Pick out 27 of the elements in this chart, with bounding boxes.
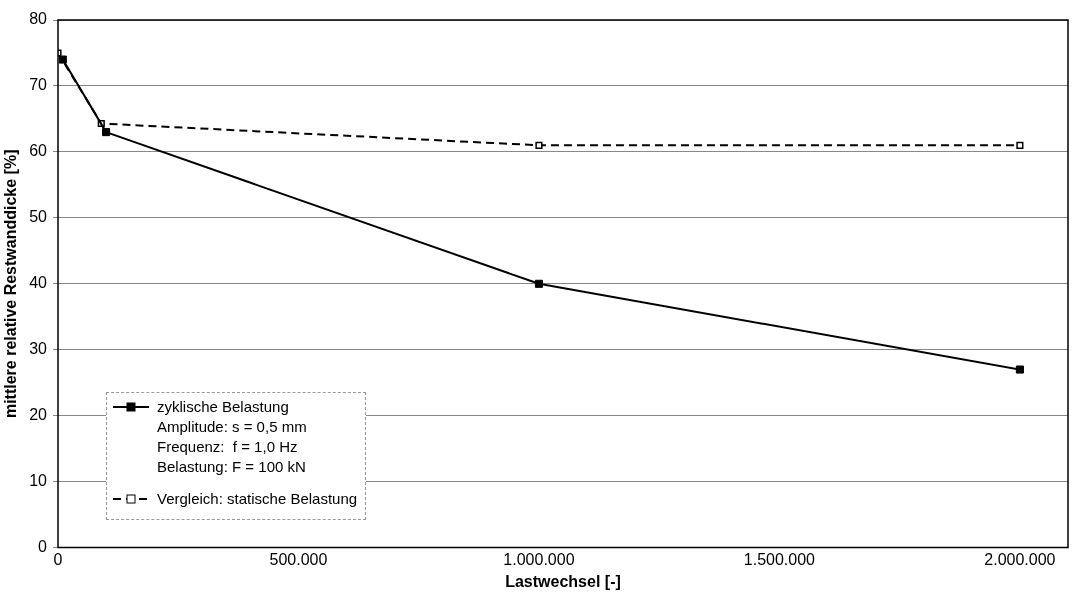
x-axis-title: Lastwechsel [-] <box>505 572 621 590</box>
point <box>58 55 67 64</box>
y-tick-label: 10 <box>29 472 48 490</box>
y-tick-label: 70 <box>29 76 48 94</box>
x-tick-label: 2.000.000 <box>984 550 1056 568</box>
x-tick-label: 1.500.000 <box>743 550 816 568</box>
annotation: Amplitude: s = 0,5 mm <box>156 416 308 437</box>
y-tick-label: 60 <box>29 142 48 160</box>
y-tick-label: 0 <box>38 538 48 556</box>
y-tick-label: 80 <box>29 10 48 28</box>
x-tick-label: 0 <box>53 550 63 568</box>
point <box>1015 365 1024 374</box>
point <box>1016 141 1024 149</box>
legend-label: zyklische Belastung <box>156 396 289 417</box>
annotation: Frequenz: f = 1,0 Hz <box>156 436 299 457</box>
y-tick-label: 40 <box>29 274 48 292</box>
legend-label: Vergleich: statische Belastung <box>156 488 358 509</box>
point <box>535 141 543 149</box>
y-tick-label: 50 <box>29 208 48 226</box>
x-tick-label: 1.000.000 <box>503 550 575 568</box>
x-tick-label: 500.000 <box>269 550 328 568</box>
y-tick-label: 20 <box>29 406 48 424</box>
y-axis-title: mittlere relative Restwanddicke [%] <box>2 149 20 419</box>
annotation: Belastung: F = 100 kN <box>156 456 307 477</box>
point <box>534 279 543 288</box>
point <box>102 128 111 137</box>
y-tick-label: 30 <box>29 340 48 358</box>
